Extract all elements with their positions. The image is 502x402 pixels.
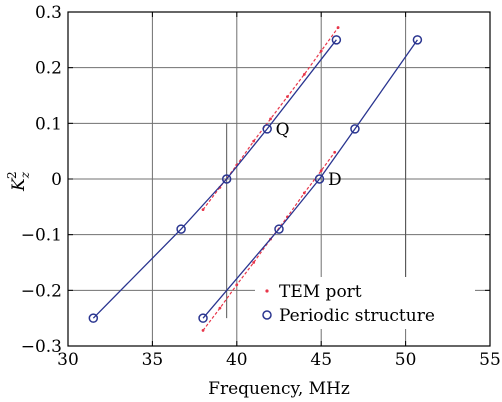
marker-lines <box>226 67 407 319</box>
x-tick-label: 50 <box>395 350 417 370</box>
tem-port-point <box>319 169 323 173</box>
x-tick-label: 35 <box>142 350 164 370</box>
y-axis-title: Kz2 <box>5 171 32 192</box>
y-tick-label: −0.3 <box>21 337 62 357</box>
series-line-periodic-structure <box>202 39 418 319</box>
x-tick-label: 30 <box>57 350 79 370</box>
y-tick-label: −0.1 <box>21 226 62 246</box>
periodic-structure-point <box>331 35 342 45</box>
periodic-structure-point <box>262 124 272 134</box>
ticks: 30 35 40 45 50 55 −0.3 −0.2 −0.1 0 0.1 0.2 0.3 <box>21 3 501 370</box>
legend-label-periodic-structure: Periodic structure <box>279 306 435 326</box>
tem-port-point <box>252 261 256 264</box>
y-axis-title-subscript: z <box>18 171 32 179</box>
periodic-structure-point <box>350 124 360 134</box>
tem-port-point <box>319 49 323 53</box>
annotation-label: Q <box>276 120 290 140</box>
series-line-periodic-structure <box>92 39 337 319</box>
tem-port-point <box>201 329 205 332</box>
periodic-structure-point <box>274 224 284 234</box>
y-axis-title-main: K <box>9 177 29 192</box>
x-tick-label: 40 <box>226 350 248 370</box>
annotation-label: D <box>328 170 342 190</box>
tem-port-point <box>336 26 340 29</box>
tem-port-point <box>302 72 306 76</box>
tem-port-point <box>218 306 222 310</box>
tem-port-point <box>235 283 239 287</box>
tem-port-point <box>333 150 337 154</box>
y-tick-label: −0.2 <box>21 281 62 301</box>
periodic-structure-point <box>412 35 423 45</box>
x-tick-label: 55 <box>479 350 501 370</box>
legend-label-tem-port: TEM port <box>279 282 362 302</box>
periodic-structure-point <box>176 224 186 234</box>
legend-marker-periodic-structure <box>262 310 272 320</box>
tem-port-point <box>286 95 289 99</box>
tem-port-point <box>302 191 306 195</box>
series-line-tem-port <box>202 151 336 331</box>
y-tick-label: 0.3 <box>35 3 62 23</box>
tem-port-point <box>252 139 256 143</box>
y-tick-label: 0.2 <box>35 59 62 79</box>
tem-port-point <box>269 117 272 121</box>
periodic-structure-point <box>314 174 325 184</box>
x-tick-label: 45 <box>310 350 332 370</box>
y-axis-title-superscript: 2 <box>5 171 19 179</box>
periodic-structure-point <box>221 174 232 184</box>
y-tick-label: 0.1 <box>35 114 62 134</box>
annotations: QD <box>276 120 342 190</box>
x-axis-title: Frequency, MHz <box>208 379 350 399</box>
legend: TEM port Periodic structure <box>255 277 475 329</box>
series <box>88 26 423 332</box>
periodic-structure-point <box>198 313 208 323</box>
tem-port-point <box>201 208 205 212</box>
legend-background <box>255 277 475 329</box>
legend-marker-tem-port <box>265 289 269 293</box>
y-tick-label: 0 <box>51 170 62 190</box>
periodic-structure-point <box>88 313 99 323</box>
